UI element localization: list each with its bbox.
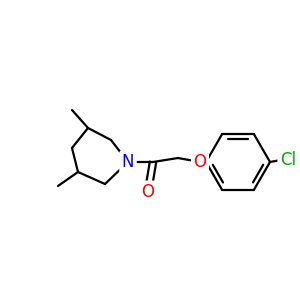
Text: Cl: Cl: [280, 151, 296, 169]
Text: N: N: [122, 153, 134, 171]
Text: O: O: [194, 153, 206, 171]
Text: O: O: [142, 183, 154, 201]
